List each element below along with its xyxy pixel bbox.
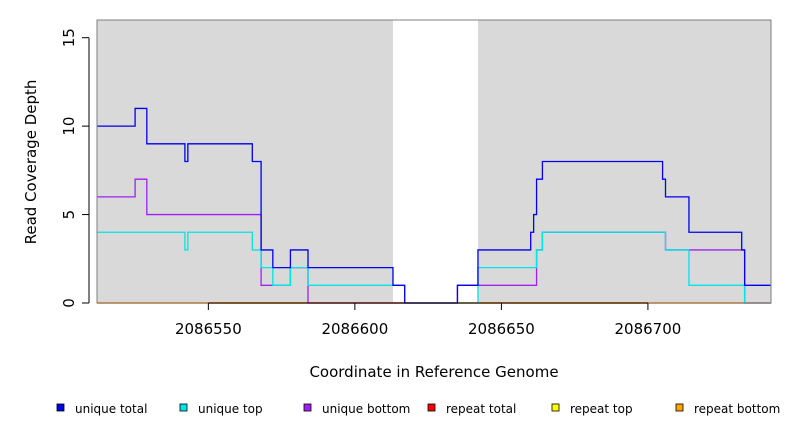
legend-label: unique bottom xyxy=(322,402,410,416)
x-tick-label: 2086550 xyxy=(175,320,242,338)
x-axis: 2086550 2086600 2086650 2086700 xyxy=(175,302,682,338)
legend-label: repeat top xyxy=(570,402,633,416)
shaded-regions xyxy=(97,20,771,303)
legend-swatch xyxy=(56,403,65,412)
legend-swatch xyxy=(303,403,312,412)
y-tick-label: 5 xyxy=(60,210,78,220)
legend-swatch xyxy=(179,403,188,412)
y-tick-label: 0 xyxy=(60,298,78,308)
legend-label: repeat bottom xyxy=(694,402,780,416)
x-tick-label: 2086700 xyxy=(615,320,682,338)
legend: unique total unique top unique bottom repea… xyxy=(56,402,780,416)
legend-label: repeat total xyxy=(446,402,516,416)
y-tick-label: 10 xyxy=(60,117,78,136)
legend-swatch xyxy=(675,403,684,412)
shaded-region-0 xyxy=(97,20,393,303)
legend-swatch xyxy=(427,403,436,412)
legend-label: unique top xyxy=(198,402,263,416)
x-axis-label: Coordinate in Reference Genome xyxy=(309,363,558,381)
y-tick-label: 15 xyxy=(60,28,78,47)
y-axis: 0 5 10 15 xyxy=(60,28,90,308)
x-tick-label: 2086650 xyxy=(468,320,535,338)
y-axis-label: Read Coverage Depth xyxy=(22,80,40,245)
legend-label: unique total xyxy=(75,402,147,416)
x-tick-label: 2086600 xyxy=(321,320,388,338)
legend-swatch xyxy=(551,403,560,412)
